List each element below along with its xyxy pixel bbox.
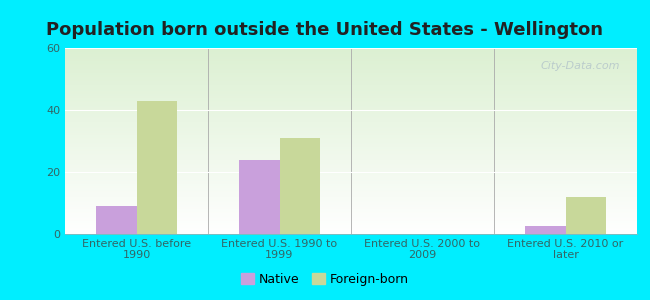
Bar <box>239 160 280 234</box>
Text: Population born outside the United States - Wellington: Population born outside the United State… <box>47 21 603 39</box>
Legend: Native, Foreign-born: Native, Foreign-born <box>237 268 413 291</box>
Bar <box>96 206 136 234</box>
Bar <box>566 197 606 234</box>
Bar <box>525 226 566 234</box>
Bar <box>136 101 177 234</box>
Text: City-Data.com: City-Data.com <box>540 61 620 71</box>
Bar <box>280 138 320 234</box>
